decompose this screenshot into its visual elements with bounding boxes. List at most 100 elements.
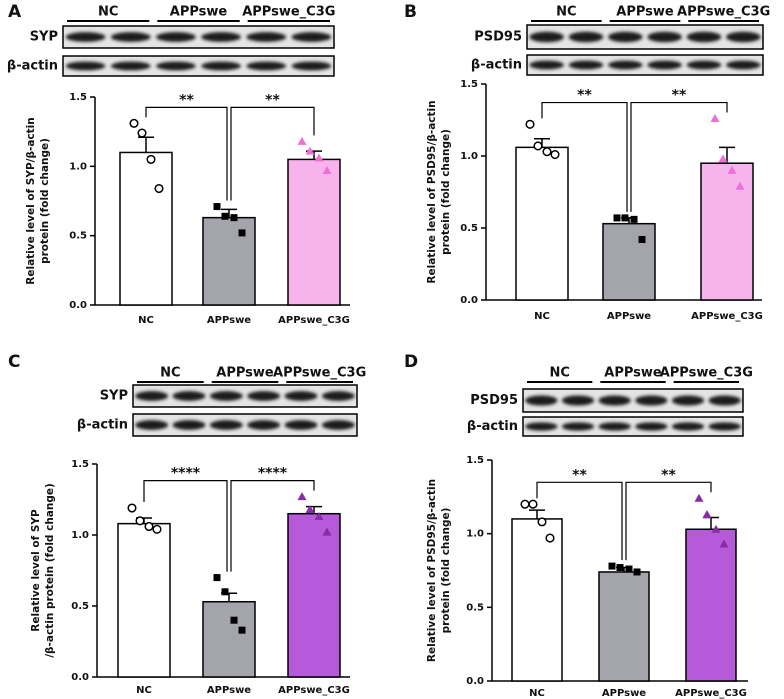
blot-row-label: β-actin bbox=[467, 419, 518, 434]
y-axis-label: Relative level of PSD95/β-actin bbox=[426, 100, 438, 283]
blot-band bbox=[726, 31, 761, 43]
data-point bbox=[719, 539, 729, 548]
bar bbox=[685, 528, 737, 682]
data-point bbox=[238, 626, 246, 634]
blot-band bbox=[671, 422, 705, 431]
blot-band bbox=[635, 395, 668, 406]
blot-band bbox=[135, 391, 169, 401]
blot-band bbox=[110, 32, 151, 42]
blot-band bbox=[647, 31, 682, 43]
y-tick-label: 1.0 bbox=[466, 529, 484, 540]
x-tick-label: APPswe_C3G bbox=[675, 688, 747, 699]
data-point bbox=[314, 153, 324, 162]
data-point bbox=[735, 181, 745, 190]
y-tick-label: 0.5 bbox=[466, 602, 484, 613]
y-axis-label: Relative level of PSD95/β-actin bbox=[426, 479, 438, 662]
blot-band bbox=[247, 391, 281, 401]
blot-row-label: SYP bbox=[100, 389, 128, 404]
blot-band bbox=[172, 391, 206, 401]
blot-strip bbox=[522, 416, 744, 437]
y-tick-label: 1.0 bbox=[69, 161, 87, 172]
significance-label: ** bbox=[572, 467, 587, 483]
y-tick-label: 1.0 bbox=[71, 530, 89, 541]
blot-group-label: APPswe_C3G bbox=[273, 366, 366, 381]
blot-band bbox=[321, 391, 355, 401]
significance-label: ** bbox=[661, 467, 676, 483]
blot-group-label: APPswe_C3G bbox=[660, 366, 753, 381]
error-bar bbox=[719, 146, 735, 164]
error-bar bbox=[529, 509, 545, 519]
data-point bbox=[305, 146, 315, 155]
blot-band bbox=[201, 32, 241, 42]
data-point bbox=[297, 136, 307, 145]
data-point bbox=[621, 214, 629, 222]
blot-band bbox=[647, 60, 682, 70]
data-point bbox=[127, 503, 137, 513]
blot-band bbox=[529, 60, 564, 70]
blot-band bbox=[529, 31, 564, 43]
blot-strip bbox=[132, 384, 358, 408]
blot-strip bbox=[526, 24, 764, 50]
data-point bbox=[616, 564, 624, 572]
blot-band bbox=[172, 420, 206, 430]
blot-band bbox=[671, 395, 705, 406]
data-point bbox=[638, 236, 646, 244]
blot-group-label: NC bbox=[98, 5, 118, 20]
blot-band bbox=[525, 422, 558, 431]
blot-band bbox=[608, 31, 643, 43]
data-point bbox=[221, 588, 229, 596]
blot-band bbox=[209, 420, 243, 430]
blot-band bbox=[65, 61, 106, 71]
data-point bbox=[213, 574, 221, 582]
blot-band bbox=[247, 420, 281, 430]
blot-band bbox=[635, 422, 668, 431]
data-point bbox=[542, 147, 552, 157]
data-point bbox=[711, 524, 721, 533]
significance-bracket bbox=[230, 480, 315, 572]
blot-band bbox=[284, 420, 318, 430]
data-point bbox=[221, 212, 229, 220]
data-point bbox=[135, 516, 145, 526]
x-tick-label: APPswe_C3G bbox=[691, 311, 763, 322]
blot-group-label: APPswe bbox=[170, 5, 228, 20]
blot-band bbox=[561, 395, 595, 406]
data-point bbox=[710, 114, 720, 123]
blot-row-label: SYP bbox=[30, 30, 58, 45]
data-point bbox=[314, 512, 324, 521]
y-axis-label: /β-actin protein (fold change) bbox=[44, 483, 56, 658]
data-point bbox=[525, 119, 535, 129]
data-point bbox=[146, 154, 156, 164]
y-tick-label: 1.5 bbox=[460, 79, 478, 90]
blot-band bbox=[246, 61, 287, 71]
data-point bbox=[322, 527, 332, 536]
data-point bbox=[718, 154, 728, 163]
error-bar bbox=[221, 208, 237, 218]
data-point bbox=[702, 510, 712, 519]
data-point bbox=[630, 215, 638, 223]
blot-band bbox=[201, 61, 241, 71]
blot-group-label: APPswe bbox=[216, 366, 274, 381]
blot-group-label: APPswe_C3G bbox=[242, 5, 335, 20]
blot-band bbox=[156, 32, 196, 42]
significance-label: ** bbox=[577, 88, 592, 104]
data-point bbox=[322, 165, 332, 174]
x-tick-label: NC bbox=[529, 688, 545, 699]
data-point bbox=[625, 565, 633, 573]
blot-band bbox=[561, 422, 595, 431]
significance-bracket bbox=[625, 481, 712, 561]
bar bbox=[515, 146, 569, 301]
data-point bbox=[727, 165, 737, 174]
bar bbox=[287, 158, 341, 306]
blot-group-label: APPswe bbox=[616, 5, 674, 20]
blot-band bbox=[598, 422, 631, 431]
y-axis-label: Relative level of SYP bbox=[30, 509, 42, 632]
data-point bbox=[528, 499, 538, 509]
y-tick-label: 0.0 bbox=[466, 676, 484, 687]
data-point bbox=[613, 214, 621, 222]
x-tick-label: APPswe_C3G bbox=[278, 315, 350, 326]
x-tick-label: APPswe bbox=[602, 688, 646, 699]
panel-letter: B bbox=[404, 2, 417, 22]
data-point bbox=[213, 203, 221, 211]
y-axis-label: protein (fold change) bbox=[440, 508, 452, 634]
x-tick-label: NC bbox=[136, 685, 152, 696]
